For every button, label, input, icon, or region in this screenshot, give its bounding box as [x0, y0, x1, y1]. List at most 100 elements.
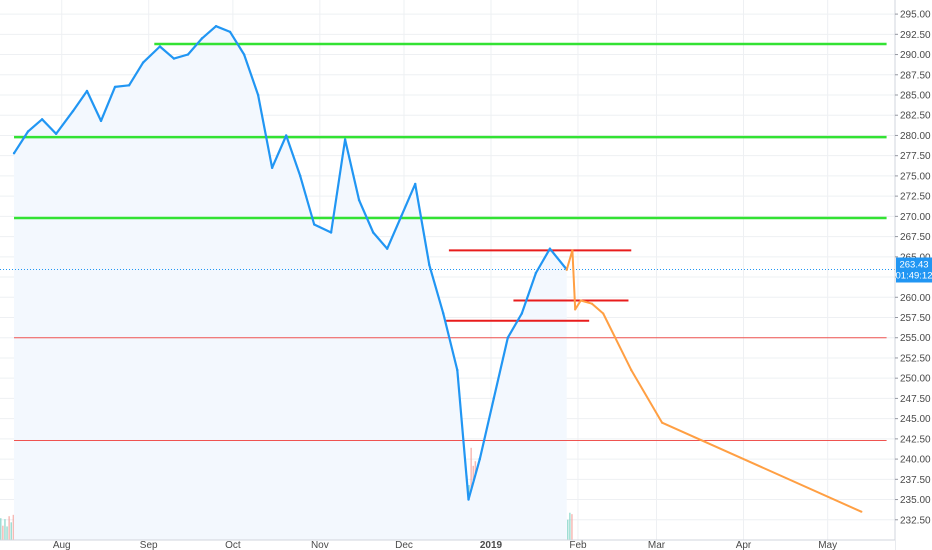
price-point-20 — [299, 174, 302, 178]
price-point-2 — [40, 118, 44, 121]
price-tick-label-14: 267.50 — [900, 232, 931, 243]
price-area-fill — [14, 26, 567, 540]
price-point-36 — [520, 312, 524, 315]
price-tick-label-8: 252.50 — [900, 353, 931, 364]
price-tick-label-7: 250.00 — [900, 374, 931, 385]
price-tick-label-18: 277.50 — [900, 151, 931, 162]
projection-point-4 — [590, 302, 594, 305]
price-point-24 — [357, 198, 361, 202]
price-tick-label-10: 257.50 — [900, 313, 931, 324]
projection-point-3 — [579, 299, 582, 302]
price-point-7 — [113, 85, 117, 89]
price-tick-label-0: 232.50 — [900, 515, 931, 526]
price-point-22 — [329, 231, 333, 234]
price-point-4 — [71, 109, 75, 113]
price-point-13 — [200, 37, 204, 40]
price-tick-label-17: 275.00 — [900, 171, 931, 182]
price-area — [14, 26, 567, 540]
volume-bar-5 — [10, 522, 12, 540]
price-tick-label-22: 287.50 — [900, 70, 931, 81]
volume-bar-2 — [4, 519, 6, 540]
price-point-18 — [270, 166, 274, 170]
price-point-9 — [141, 61, 145, 64]
price-tick-label-5: 245.00 — [900, 414, 931, 425]
price-point-17 — [256, 93, 260, 97]
projection-point-2 — [574, 308, 577, 311]
price-tick-label-20: 282.50 — [900, 111, 931, 122]
price-tick-label-23: 290.00 — [900, 50, 931, 61]
price-point-28 — [414, 182, 417, 186]
time-tick-label-0: Aug — [53, 540, 71, 550]
projection-point-1 — [571, 249, 574, 252]
volume-bar-1 — [2, 525, 4, 540]
price-point-5 — [85, 89, 89, 93]
price-tag-countdown: 01:49:12 — [896, 271, 932, 282]
price-tick-label-15: 270.00 — [900, 212, 931, 223]
price-point-23 — [343, 138, 347, 141]
price-point-15 — [228, 30, 232, 34]
price-point-11 — [172, 57, 176, 60]
time-axis-bg — [0, 540, 895, 550]
time-tick-label-8: Apr — [736, 540, 752, 550]
time-tick-label-7: Mar — [648, 540, 666, 550]
price-tick-label-4: 242.50 — [900, 434, 931, 445]
price-tick-label-24: 292.50 — [900, 30, 931, 41]
time-tick-label-9: May — [818, 540, 837, 550]
time-tick-label-1: Sep — [140, 540, 158, 550]
projection-line-group[interactable] — [565, 249, 863, 513]
price-point-19 — [284, 134, 288, 137]
price-tick-label-6: 247.50 — [900, 394, 931, 405]
price-tick-label-25: 295.00 — [900, 10, 931, 21]
time-tick-label-2: Oct — [225, 540, 241, 550]
volume-bar-272 — [571, 514, 573, 540]
projection-point-7 — [661, 421, 664, 424]
volume-bar-0 — [0, 518, 2, 540]
projection-point-5 — [602, 312, 605, 315]
volume-bar-4 — [8, 516, 10, 540]
price-line-group[interactable] — [0, 25, 895, 501]
price-point-31 — [456, 368, 459, 372]
price-line[interactable] — [13, 25, 568, 501]
price-tick-label-2: 237.50 — [900, 475, 931, 486]
price-tick-label-16: 272.50 — [900, 192, 931, 203]
time-tick-label-6: Feb — [569, 540, 587, 550]
price-point-16 — [242, 53, 246, 56]
price-point-0 — [12, 152, 16, 155]
price-point-29 — [428, 263, 431, 267]
price-tick-label-21: 285.00 — [900, 91, 931, 102]
time-tick-label-5: 2019 — [480, 540, 503, 550]
price-point-32 — [467, 498, 470, 501]
price-point-21 — [313, 223, 316, 226]
price-point-25 — [371, 231, 375, 234]
price-tick-label-11: 260.00 — [900, 293, 931, 304]
price-point-14 — [214, 25, 218, 28]
last-price-tag: 263.43 01:49:12 — [896, 257, 932, 283]
price-point-37 — [534, 271, 538, 275]
price-tick-label-3: 240.00 — [900, 455, 931, 466]
price-point-3 — [54, 132, 58, 136]
price-point-30 — [442, 312, 445, 315]
price-point-6 — [99, 119, 103, 123]
price-tick-label-19: 280.00 — [900, 131, 931, 142]
price-tag-value: 263.43 — [899, 260, 928, 271]
time-tick-label-3: Nov — [311, 540, 329, 550]
price-point-34 — [492, 397, 495, 400]
volume-bar-271 — [569, 512, 571, 540]
price-point-33 — [478, 457, 481, 461]
volume-bar-3 — [6, 526, 8, 540]
projection-point-6 — [630, 368, 633, 372]
price-point-12 — [186, 53, 190, 56]
price-point-1 — [26, 130, 30, 133]
price-point-10 — [158, 45, 162, 48]
price-tick-label-1: 235.00 — [900, 495, 931, 506]
time-axis[interactable]: Aug Sep Oct Nov Dec 2019 Feb Mar Apr May — [0, 539, 895, 550]
price-point-27 — [400, 215, 403, 218]
price-point-35 — [506, 336, 510, 339]
price-point-26 — [385, 247, 389, 250]
projection-line[interactable] — [565, 249, 862, 513]
volume-bar-6 — [12, 514, 15, 540]
time-tick-label-4: Dec — [395, 540, 413, 550]
price-point-38 — [548, 247, 552, 250]
